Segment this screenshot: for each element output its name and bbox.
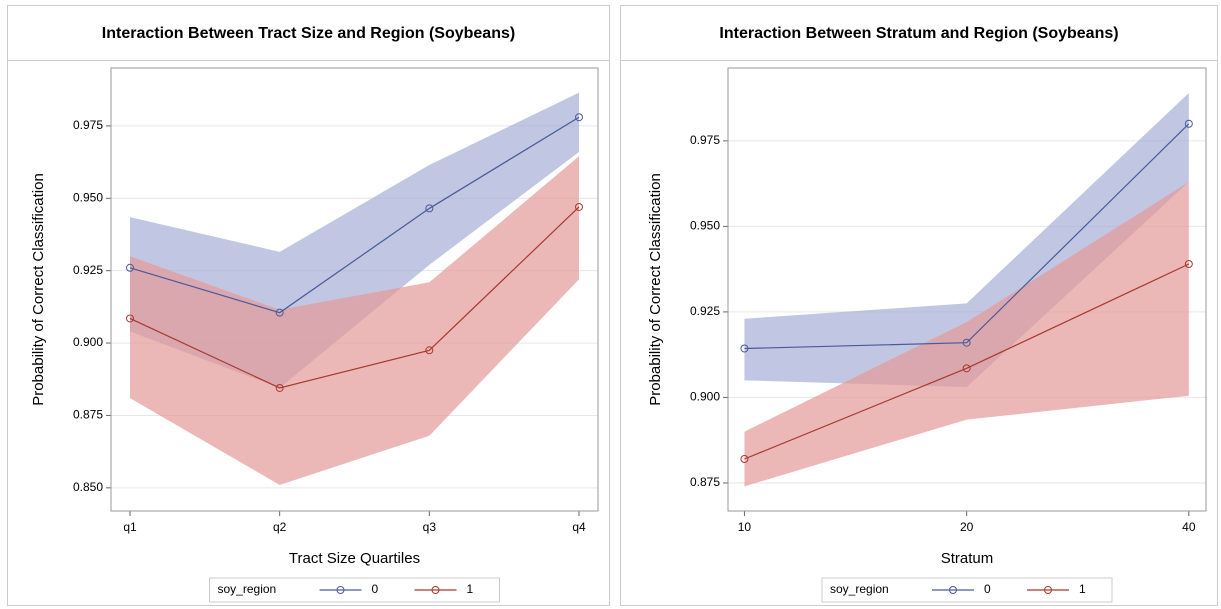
title-box: [7, 5, 610, 61]
y-axis-label: Probability of Correct Classification: [30, 173, 47, 406]
data-point: [275, 308, 284, 317]
y-tick-label: 0.900: [73, 335, 103, 349]
chart-panel: Interaction Between Tract Size and Regio…: [7, 5, 610, 606]
x-tick-label: q3: [423, 520, 437, 534]
title-box: [620, 5, 1218, 61]
data-point: [1184, 260, 1193, 269]
legend-title: soy_region: [830, 582, 889, 596]
legend-marker: [1044, 586, 1052, 594]
x-tick-label: 10: [738, 520, 752, 534]
legend-marker: [431, 586, 440, 594]
y-tick-label: 0.925: [690, 304, 720, 318]
legend-marker: [949, 586, 957, 594]
y-tick-label: 0.900: [690, 390, 720, 404]
data-point: [962, 364, 971, 373]
x-tick-label: 20: [960, 520, 974, 534]
y-tick-label: 0.950: [73, 190, 103, 204]
chart-panel: Interaction Between Stratum and Region (…: [620, 5, 1218, 606]
x-axis-label: Stratum: [941, 550, 994, 567]
y-tick-label: 0.975: [73, 118, 103, 132]
y-tick-label: 0.925: [73, 263, 103, 277]
x-tick-label: 40: [1182, 520, 1196, 534]
data-point: [1184, 119, 1193, 128]
x-tick-label: q4: [572, 520, 586, 534]
x-tick-label: q2: [273, 520, 287, 534]
plot-frame: [727, 67, 1207, 512]
plot-frame: [110, 67, 599, 512]
series-line: [744, 123, 1190, 350]
legend-label: 0: [372, 582, 379, 596]
data-point: [575, 202, 583, 211]
series-line: [129, 206, 580, 389]
legend-marker: [336, 586, 345, 594]
y-tick-label: 0.875: [690, 475, 720, 489]
data-point: [962, 338, 971, 347]
y-tick-label: 0.975: [690, 133, 720, 147]
data-point: [126, 314, 134, 323]
series-line: [129, 116, 580, 314]
x-axis-label: Tract Size Quartiles: [289, 550, 420, 567]
series-line: [744, 263, 1190, 460]
confidence-band: [744, 181, 1189, 487]
data-point: [740, 344, 749, 353]
y-axis-label: Probability of Correct Classification: [647, 173, 664, 406]
confidence-band: [130, 156, 579, 485]
legend-label: 0: [984, 582, 991, 596]
y-tick-label: 0.950: [690, 219, 720, 233]
data-point: [425, 204, 434, 213]
legend-label: 1: [1079, 582, 1086, 596]
legend-label: 1: [467, 582, 474, 596]
chart-title: Interaction Between Stratum and Region (…: [719, 25, 1118, 42]
y-tick-label: 0.850: [73, 480, 103, 494]
data-point: [275, 383, 284, 392]
data-point: [575, 113, 583, 122]
chart-title: Interaction Between Tract Size and Regio…: [102, 25, 515, 42]
y-tick-label: 0.875: [73, 408, 103, 422]
data-point: [425, 346, 434, 355]
data-point: [740, 455, 749, 464]
data-point: [126, 263, 134, 272]
confidence-band: [744, 92, 1189, 388]
x-tick-label: q1: [123, 520, 137, 534]
legend-title: soy_region: [218, 582, 277, 596]
